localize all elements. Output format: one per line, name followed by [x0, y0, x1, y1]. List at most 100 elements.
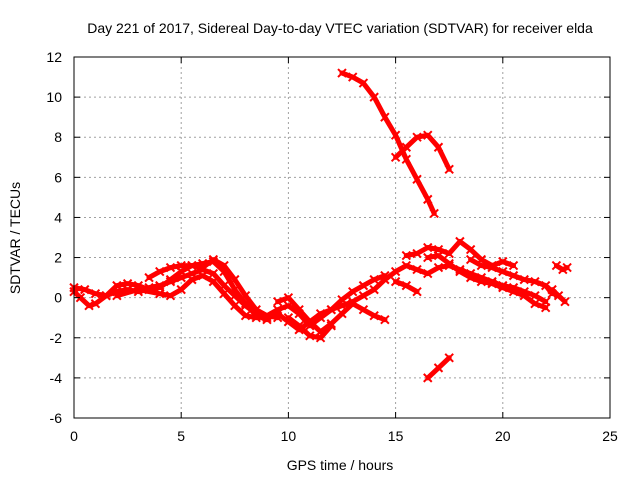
data-point	[219, 260, 229, 271]
x-tick-label: 25	[602, 428, 618, 444]
series-track-11	[423, 250, 551, 313]
data-point	[230, 274, 240, 285]
series-track-3	[112, 270, 390, 331]
data-point	[187, 260, 197, 271]
data-point	[326, 321, 336, 331]
data-point	[165, 274, 176, 285]
y-tick-label: 10	[46, 89, 62, 105]
series-track-15	[547, 284, 570, 307]
data-point	[560, 296, 570, 307]
data-point	[508, 286, 519, 297]
data-point	[187, 274, 197, 285]
data-point	[176, 260, 186, 271]
series-track-14	[551, 260, 572, 275]
data-point	[380, 270, 390, 281]
data-point	[401, 142, 412, 152]
data-point	[165, 290, 176, 301]
data-point	[433, 262, 444, 273]
data-point	[519, 274, 529, 285]
data-point	[348, 72, 358, 82]
data-point	[348, 286, 358, 297]
data-point	[423, 194, 433, 205]
data-point	[240, 290, 251, 301]
series-line	[403, 239, 516, 269]
data-point	[401, 154, 412, 164]
y-tick-label: 2	[54, 250, 62, 266]
data-point	[380, 315, 390, 325]
data-point	[315, 313, 326, 323]
y-tick-label: -4	[50, 370, 63, 386]
data-point	[412, 132, 422, 142]
data-point	[358, 290, 369, 301]
data-point	[444, 164, 454, 175]
series-line	[339, 70, 437, 216]
plot-frame	[73, 56, 611, 419]
data-point	[101, 290, 111, 301]
data-point	[540, 302, 551, 313]
data-point	[412, 248, 422, 259]
y-tick-label: -6	[50, 410, 63, 426]
data-point	[112, 280, 122, 291]
data-point	[358, 78, 369, 88]
data-point	[208, 254, 219, 265]
y-tick-label: -2	[50, 330, 63, 346]
data-point	[348, 298, 358, 309]
data-point	[519, 290, 529, 301]
data-point	[401, 280, 412, 291]
data-point	[326, 304, 336, 315]
series-track-9	[423, 353, 454, 383]
data-point	[176, 284, 186, 295]
data-point	[476, 276, 487, 287]
data-point	[498, 256, 508, 267]
data-point	[444, 353, 454, 363]
data-point	[315, 333, 326, 343]
data-point	[337, 68, 347, 78]
data-point	[272, 304, 283, 315]
data-point	[197, 262, 208, 273]
data-point	[455, 266, 465, 277]
x-tick-label: 0	[70, 428, 78, 444]
data-point	[358, 280, 369, 291]
x-tick-label: 10	[281, 428, 297, 444]
data-point	[530, 298, 540, 309]
y-tick-label: 6	[54, 169, 62, 185]
data-point	[487, 278, 497, 289]
data-point	[283, 313, 294, 323]
y-tick-label: 4	[54, 209, 62, 225]
data-point	[390, 276, 401, 287]
data-point	[465, 244, 476, 255]
data-point	[337, 309, 347, 319]
data-point	[369, 92, 379, 102]
data-point	[305, 331, 315, 341]
data-series	[69, 68, 572, 383]
data-point	[412, 264, 422, 275]
data-point	[508, 260, 519, 271]
x-tick-label: 20	[495, 428, 511, 444]
series-track-4	[144, 254, 283, 323]
series-track-12	[390, 276, 422, 297]
data-point	[90, 298, 101, 309]
data-point	[155, 266, 165, 277]
data-point	[272, 313, 283, 323]
data-point	[380, 112, 390, 122]
data-point	[423, 130, 433, 140]
data-point	[305, 317, 315, 327]
data-point	[444, 258, 454, 269]
series-track-13	[465, 254, 557, 299]
data-point	[423, 373, 433, 383]
data-point	[498, 266, 508, 277]
series-line	[146, 257, 281, 321]
data-point	[433, 142, 444, 152]
data-point	[433, 363, 444, 373]
series-track-10	[401, 236, 519, 271]
data-point	[390, 266, 401, 277]
data-point	[412, 174, 422, 185]
data-point	[530, 276, 540, 287]
data-point	[390, 130, 401, 140]
data-point	[498, 282, 508, 293]
data-point	[197, 270, 208, 281]
data-point	[240, 311, 251, 321]
data-point	[369, 311, 379, 321]
x-tick-label: 5	[177, 428, 185, 444]
